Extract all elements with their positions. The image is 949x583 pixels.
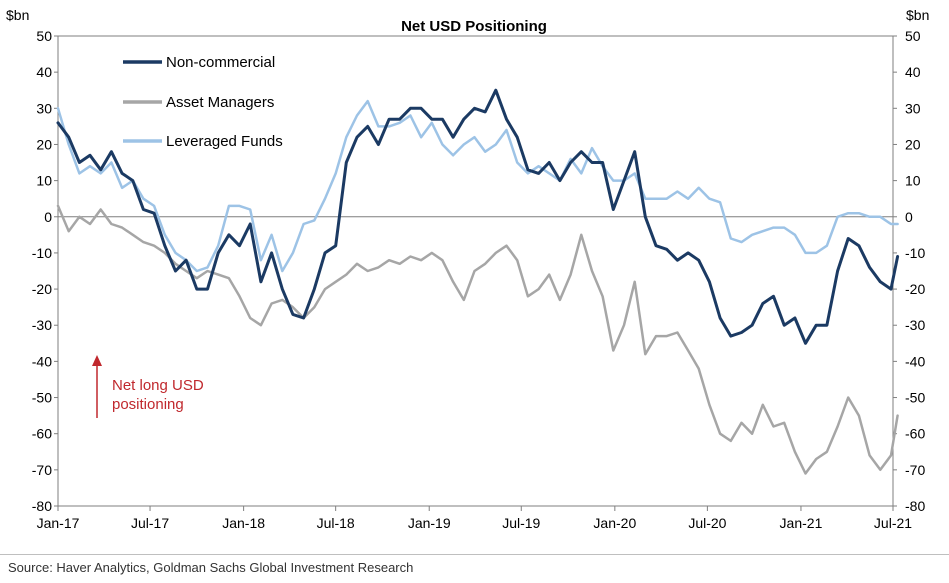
y-tick-label-left: 50 <box>36 28 52 44</box>
series-group <box>56 88 900 475</box>
y-tick-label-left: 20 <box>36 136 52 152</box>
y-tick-label-right: -10 <box>905 245 925 261</box>
x-tick-label: Jan-19 <box>408 515 451 531</box>
y-tick-label-left: -70 <box>32 462 52 478</box>
y-tick-label-left: 0 <box>44 209 52 225</box>
y-tick-label-left: -30 <box>32 317 52 333</box>
x-tick-label: Jan-18 <box>222 515 265 531</box>
x-tick-label: Jul-21 <box>874 515 912 531</box>
y-tick-label-right: -60 <box>905 426 925 442</box>
y-tick-label-left: -60 <box>32 426 52 442</box>
y-tick-label-left: 40 <box>36 64 52 80</box>
legend: Non-commercial Asset Managers Leveraged Fu… <box>123 54 283 150</box>
y-tick-label-right: -80 <box>905 498 925 514</box>
y-tick-label-right: 30 <box>905 100 921 116</box>
annotation-line-2: positioning <box>112 396 184 413</box>
y-tick-label-right: -20 <box>905 281 925 297</box>
axes: 50 50 40 40 30 30 20 20 10 10 0 0 -10 -10 -20 -20 -30 -30… <box>32 28 926 531</box>
y-tick-label-left: -50 <box>32 390 52 406</box>
y-tick-label-right: 10 <box>905 173 921 189</box>
series-line-leveraged-funds <box>56 99 899 273</box>
y-tick-label-left: -40 <box>32 353 52 369</box>
x-tick-label: Jul-18 <box>317 515 355 531</box>
chart-title: Net USD Positioning <box>401 18 547 35</box>
x-tick-label: Jul-19 <box>502 515 540 531</box>
y-tick-label-left: -20 <box>32 281 52 297</box>
y-tick-label-right: 40 <box>905 64 921 80</box>
series-line-non-commercial <box>56 88 900 345</box>
legend-label-asset-managers: Asset Managers <box>166 94 274 111</box>
y-tick-label-right: -30 <box>905 317 925 333</box>
y-tick-label-right: 20 <box>905 136 921 152</box>
y-tick-label-right: -70 <box>905 462 925 478</box>
source-divider <box>0 554 949 555</box>
y-tick-label-right: 50 <box>905 28 921 44</box>
y-tick-label-right: -50 <box>905 390 925 406</box>
y-tick-label-right: 0 <box>905 209 913 225</box>
x-tick-label: Jan-20 <box>593 515 636 531</box>
x-tick-label: Jul-17 <box>131 515 169 531</box>
y-axis-unit-right: $bn <box>906 7 929 23</box>
source-note: Source: Haver Analytics, Goldman Sachs G… <box>8 560 414 575</box>
x-tick-label: Jul-20 <box>688 515 726 531</box>
y-tick-label-right: -40 <box>905 353 925 369</box>
net-usd-positioning-chart: Net USD Positioning $bn $bn 50 50 40 40 30 30… <box>6 7 929 531</box>
series-line-asset-managers <box>56 204 899 475</box>
annotation-arrow-head <box>92 355 102 366</box>
y-tick-label-left: -10 <box>32 245 52 261</box>
x-tick-label: Jan-21 <box>780 515 823 531</box>
legend-label-leveraged-funds: Leveraged Funds <box>166 133 283 150</box>
legend-label-non-commercial: Non-commercial <box>166 54 275 71</box>
y-tick-label-left: -80 <box>32 498 52 514</box>
y-tick-label-left: 10 <box>36 173 52 189</box>
y-tick-label-left: 30 <box>36 100 52 116</box>
annotation: Net long USD positioning <box>92 355 204 418</box>
x-tick-label: Jan-17 <box>37 515 80 531</box>
plot-area-frame <box>57 35 894 507</box>
annotation-line-1: Net long USD <box>112 377 204 394</box>
y-axis-unit-left: $bn <box>6 7 29 23</box>
